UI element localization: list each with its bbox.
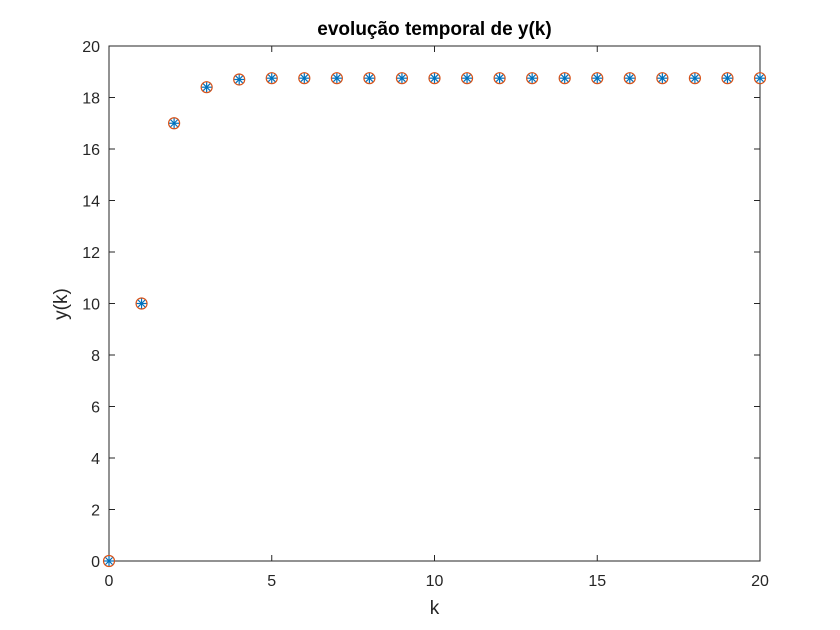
data-point-asterisk: [494, 73, 505, 84]
data-point-asterisk: [657, 73, 668, 84]
data-point-circle: [363, 72, 376, 85]
data-point-asterisk: [689, 73, 700, 84]
data-point-circle: [558, 72, 571, 85]
data-point-asterisk: [527, 73, 538, 84]
x-tick-label: 20: [751, 573, 769, 590]
data-point-asterisk: [559, 73, 570, 84]
data-point-circle: [721, 72, 734, 85]
y-tick-label: 2: [91, 503, 100, 520]
y-tick-label: 12: [82, 245, 100, 262]
data-point-asterisk: [592, 73, 603, 84]
y-tick-label: 10: [82, 297, 100, 314]
data-point-circle: [526, 72, 539, 85]
y-tick-label: 16: [82, 142, 100, 159]
data-point-asterisk: [396, 73, 407, 84]
y-axis-label: y(k): [51, 288, 72, 320]
data-point-circle: [493, 72, 506, 85]
data-point-circle: [428, 72, 441, 85]
data-point-asterisk: [722, 73, 733, 84]
chart-title: evolução temporal de y(k): [317, 19, 552, 40]
data-point-asterisk: [169, 118, 180, 129]
data-point-circle: [591, 72, 604, 85]
data-point-circle: [753, 72, 767, 85]
data-point-circle: [395, 72, 409, 85]
data-point-asterisk: [234, 74, 245, 85]
data-point-asterisk: [104, 556, 114, 566]
data-point-asterisk: [364, 73, 375, 84]
x-tick-label: 5: [267, 573, 276, 590]
data-point-asterisk: [331, 73, 342, 84]
data-point-circle: [688, 72, 702, 85]
data-point-circle: [233, 73, 246, 86]
data-point-circle: [102, 554, 116, 568]
data-point-circle: [168, 117, 181, 130]
data-point-asterisk: [462, 73, 473, 84]
data-point-asterisk: [624, 73, 635, 84]
x-axis-label: k: [429, 598, 440, 619]
y-tick-label: 8: [91, 348, 100, 365]
y-tick-label: 20: [82, 39, 100, 56]
y-tick-label: 0: [91, 554, 100, 571]
data-point-asterisk: [266, 73, 277, 84]
data-point-circle: [135, 297, 148, 310]
data-point-asterisk: [136, 298, 147, 309]
data-point-asterisk: [299, 73, 310, 84]
data-point-circle: [200, 81, 213, 94]
data-point-asterisk: [755, 73, 765, 84]
y-tick-label: 6: [91, 400, 100, 417]
data-point-circle: [623, 72, 636, 85]
data-point-circle: [298, 72, 311, 85]
data-point-circle: [656, 72, 669, 85]
data-point-circle: [265, 72, 278, 85]
axes-box: [108, 45, 761, 562]
x-tick-label: 0: [105, 573, 114, 590]
data-point-asterisk: [201, 82, 212, 93]
x-tick-label: 15: [588, 573, 606, 590]
data-point-circle: [330, 72, 343, 85]
x-tick-label: 10: [426, 573, 444, 590]
data-point-asterisk: [429, 73, 440, 84]
y-tick-label: 18: [82, 91, 100, 108]
y-tick-label: 14: [82, 194, 100, 211]
y-tick-label: 4: [91, 451, 100, 468]
data-point-circle: [460, 72, 474, 85]
